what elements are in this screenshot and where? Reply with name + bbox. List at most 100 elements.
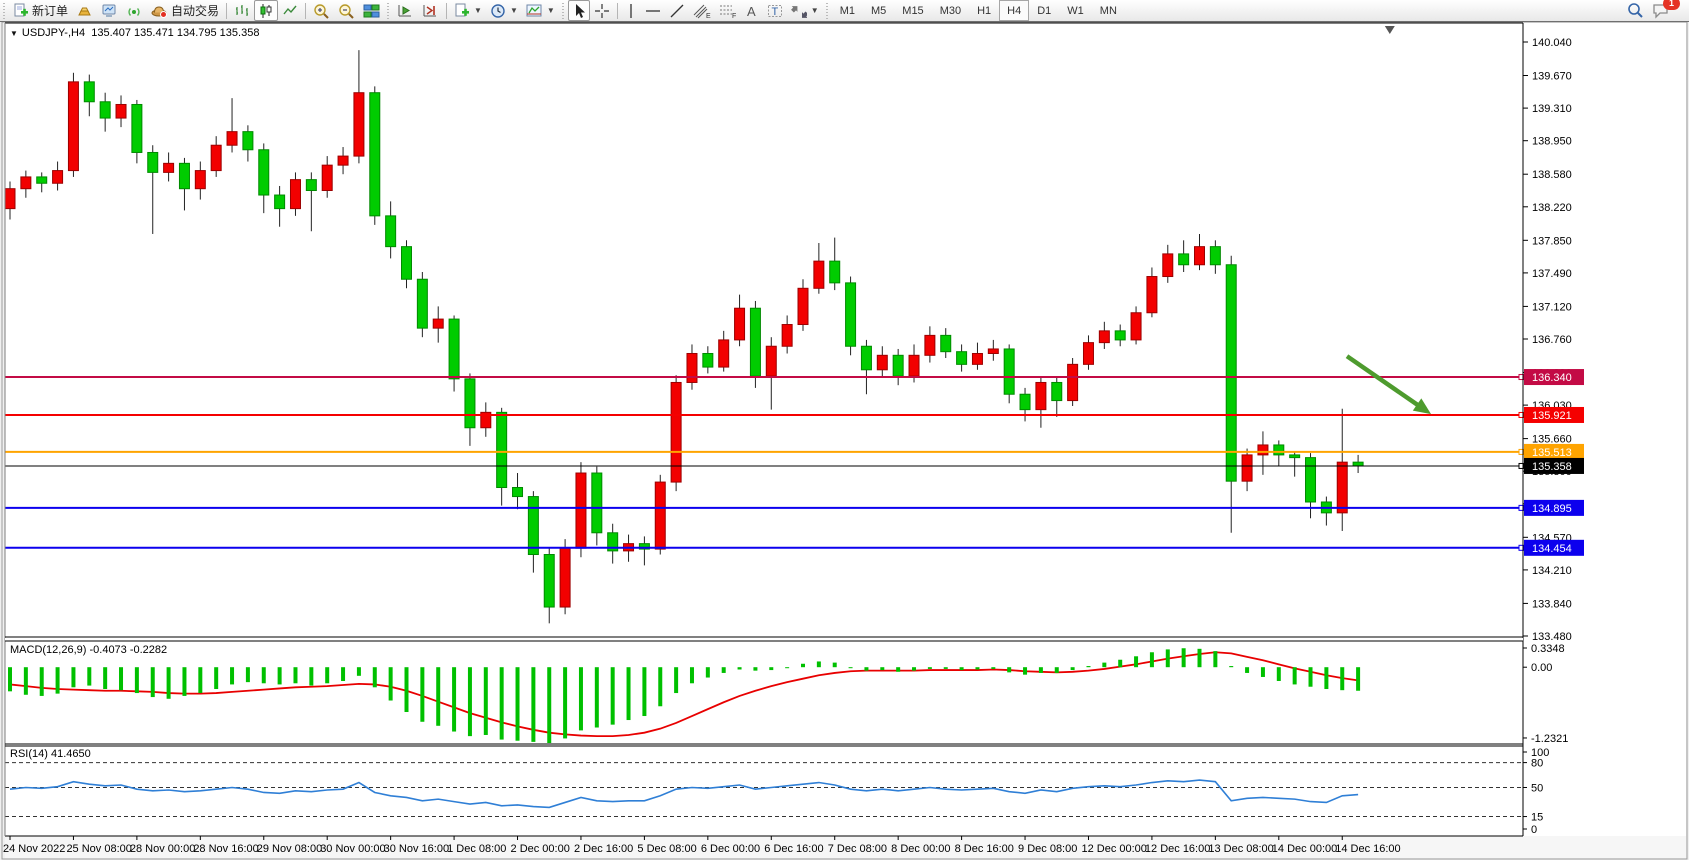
candle bbox=[1241, 454, 1253, 482]
chart-title: ▼ USDJPY-,H4 135.407 135.471 134.795 135.… bbox=[10, 27, 259, 39]
candle bbox=[1067, 363, 1079, 402]
trendline-button[interactable] bbox=[665, 0, 689, 21]
channel-button[interactable]: E bbox=[689, 0, 715, 21]
zoom-in-button[interactable] bbox=[309, 0, 334, 21]
candle bbox=[1051, 381, 1063, 402]
candle bbox=[305, 179, 317, 192]
level-anchor-handle[interactable] bbox=[1518, 374, 1525, 381]
candle bbox=[845, 282, 857, 347]
timeframe-M5[interactable]: M5 bbox=[871, 4, 887, 17]
price-tick-label: 140.040 bbox=[1532, 37, 1572, 49]
zoom-in-icon bbox=[314, 3, 329, 19]
date-tick-label: 14 Dec 16:00 bbox=[1335, 843, 1400, 855]
toolbar-grip[interactable] bbox=[2, 2, 7, 19]
text-label-button[interactable]: T bbox=[763, 0, 787, 21]
candle bbox=[353, 92, 365, 157]
gold-button[interactable] bbox=[72, 0, 97, 21]
pane-splitter[interactable] bbox=[5, 638, 1523, 641]
periods-button[interactable]: ▼ bbox=[486, 0, 522, 21]
fibonacci-button[interactable]: F bbox=[715, 0, 741, 21]
level-lines[interactable] bbox=[5, 376, 1523, 549]
rsi-name: RSI(14) bbox=[10, 748, 48, 760]
date-tick-label: 8 Dec 00:00 bbox=[891, 843, 950, 855]
svg-text:A: A bbox=[747, 4, 756, 19]
line-chart-button[interactable] bbox=[278, 0, 302, 21]
timeframe-M1[interactable]: M1 bbox=[839, 4, 855, 17]
price-tag[interactable] bbox=[1524, 369, 1584, 386]
chart-shift-marker[interactable] bbox=[1384, 26, 1395, 34]
rsi-indicator-label: RSI(14) 41.4650 bbox=[10, 748, 91, 760]
timeframe-MN[interactable]: MN bbox=[1099, 4, 1117, 17]
new-template-button[interactable]: ▼ bbox=[450, 0, 486, 21]
price-tag-label: 135.921 bbox=[1532, 410, 1572, 422]
level-anchor-handle[interactable] bbox=[1518, 544, 1525, 551]
chart-ohlc-values: 135.407 135.471 134.795 135.358 bbox=[91, 27, 260, 39]
horizontal-line-icon bbox=[645, 9, 660, 12]
toolbar-grip[interactable] bbox=[824, 2, 830, 19]
svg-text:T: T bbox=[771, 6, 778, 18]
new-order-label: 新订单 bbox=[32, 4, 69, 18]
candle bbox=[987, 348, 999, 354]
toolbar-grip[interactable] bbox=[560, 2, 566, 19]
terminal-button[interactable] bbox=[97, 0, 122, 21]
candle bbox=[797, 287, 809, 326]
indicators-button[interactable]: ▼ bbox=[522, 0, 559, 21]
terminal-icon bbox=[102, 4, 116, 17]
search-button[interactable] bbox=[1622, 0, 1648, 21]
level-anchor-handle[interactable] bbox=[1518, 462, 1525, 469]
timeframe-H4[interactable]: H4 bbox=[999, 0, 1030, 21]
date-tick-label: 8 Dec 16:00 bbox=[955, 843, 1014, 855]
timeframe-W1[interactable]: W1 bbox=[1067, 4, 1084, 17]
price-tag[interactable] bbox=[1524, 406, 1584, 423]
text-button[interactable]: A bbox=[741, 0, 763, 21]
horizontal-line-button[interactable] bbox=[641, 0, 665, 21]
candle bbox=[258, 149, 270, 196]
candlestick-chart-button[interactable] bbox=[254, 0, 279, 21]
tile-windows-button[interactable] bbox=[359, 0, 384, 21]
vertical-line-button[interactable] bbox=[621, 0, 641, 21]
chart-shift-end-button[interactable] bbox=[418, 0, 443, 21]
level-anchor-handle[interactable] bbox=[1518, 504, 1525, 511]
price-tick-label: 138.950 bbox=[1532, 136, 1572, 148]
toolbar-grip[interactable] bbox=[386, 2, 392, 19]
candle bbox=[385, 215, 397, 248]
candle bbox=[1035, 381, 1047, 411]
candle bbox=[210, 144, 222, 172]
candle bbox=[1098, 330, 1110, 344]
date-tick-label: 29 Nov 08:00 bbox=[257, 843, 322, 855]
chart-shift-button[interactable] bbox=[393, 0, 418, 21]
autotrading-button[interactable]: 自动交易 bbox=[147, 0, 223, 21]
price-tag[interactable] bbox=[1524, 443, 1584, 460]
new-order-button[interactable]: 新订单 bbox=[9, 0, 72, 21]
signal-button[interactable] bbox=[122, 0, 147, 21]
price-tag[interactable] bbox=[1524, 457, 1584, 474]
price-tags[interactable]: 136.340 135.921 135.513 135.358 134.895 134.4… bbox=[1518, 369, 1584, 556]
macd-axis-label: -1.2321 bbox=[1531, 733, 1568, 745]
notifications-button[interactable]: 1 bbox=[1648, 0, 1680, 21]
toolbar-separator bbox=[616, 2, 618, 19]
crosshair-button[interactable] bbox=[590, 0, 614, 21]
price-tag[interactable] bbox=[1524, 539, 1584, 556]
level-anchor-handle[interactable] bbox=[1518, 448, 1525, 455]
trend-arrow-annotation[interactable] bbox=[1345, 354, 1432, 415]
timeframe-H1[interactable]: H1 bbox=[977, 4, 992, 17]
cursor-icon bbox=[575, 3, 585, 18]
bar-chart-icon bbox=[236, 4, 249, 16]
price-tick-label: 139.310 bbox=[1532, 103, 1572, 115]
timeframe-M15[interactable]: M15 bbox=[902, 4, 924, 17]
price-tag[interactable] bbox=[1524, 499, 1584, 516]
chart-canvas[interactable]: 140.040 139.670 139.310 138.950 138.580 138.2… bbox=[0, 21, 1689, 860]
price-tick-label: 137.490 bbox=[1532, 268, 1572, 280]
cursor-button[interactable] bbox=[567, 0, 590, 21]
zoom-out-button[interactable] bbox=[334, 0, 359, 21]
rsi-axis-label: 15 bbox=[1531, 812, 1543, 824]
level-anchor-handle[interactable] bbox=[1518, 411, 1525, 418]
arrows-button[interactable]: ▼ bbox=[787, 0, 823, 21]
timeframe-M30[interactable]: M30 bbox=[939, 4, 962, 17]
autotrading-label: 自动交易 bbox=[171, 4, 220, 18]
bar-chart-button[interactable] bbox=[230, 0, 254, 21]
date-tick-label: 7 Dec 08:00 bbox=[828, 843, 887, 855]
chevron-down-icon[interactable]: ▼ bbox=[10, 29, 18, 38]
timeframe-D1[interactable]: D1 bbox=[1037, 4, 1052, 17]
